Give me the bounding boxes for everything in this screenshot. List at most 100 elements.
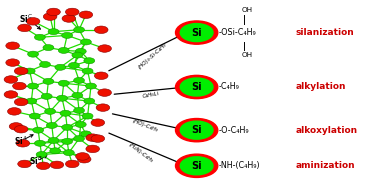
Circle shape xyxy=(16,139,30,147)
Circle shape xyxy=(43,78,54,84)
Circle shape xyxy=(84,58,95,64)
Circle shape xyxy=(74,136,85,142)
Circle shape xyxy=(18,160,31,168)
Circle shape xyxy=(40,61,51,67)
Circle shape xyxy=(96,104,110,111)
Text: alkylation: alkylation xyxy=(295,82,346,91)
Circle shape xyxy=(50,161,64,169)
Circle shape xyxy=(180,78,213,96)
Circle shape xyxy=(14,98,28,106)
Circle shape xyxy=(68,62,79,68)
Circle shape xyxy=(180,121,213,139)
Circle shape xyxy=(74,77,85,83)
Circle shape xyxy=(46,122,57,129)
Circle shape xyxy=(34,140,45,146)
Circle shape xyxy=(18,24,31,32)
Text: Si: Si xyxy=(191,125,202,135)
Circle shape xyxy=(176,119,218,142)
Text: silanization: silanization xyxy=(295,28,354,37)
Circle shape xyxy=(58,47,69,53)
Circle shape xyxy=(48,29,59,35)
Text: OH: OH xyxy=(242,52,253,58)
Circle shape xyxy=(14,125,28,133)
Circle shape xyxy=(77,156,91,163)
Circle shape xyxy=(43,13,57,20)
Circle shape xyxy=(62,138,72,144)
Text: C₄H₉Li: C₄H₉Li xyxy=(142,91,159,99)
Text: Si$^{C}$: Si$^{C}$ xyxy=(19,12,33,25)
Circle shape xyxy=(82,113,93,119)
Circle shape xyxy=(55,64,66,70)
Text: alkoxylation: alkoxylation xyxy=(295,126,358,135)
Circle shape xyxy=(60,110,71,116)
Circle shape xyxy=(176,21,218,44)
Circle shape xyxy=(86,134,100,141)
Circle shape xyxy=(43,45,54,51)
Text: Si$^{A}$: Si$^{A}$ xyxy=(14,134,27,147)
Circle shape xyxy=(75,48,86,54)
Circle shape xyxy=(37,162,50,170)
Circle shape xyxy=(57,95,67,101)
Circle shape xyxy=(50,148,61,154)
Circle shape xyxy=(72,92,83,98)
Circle shape xyxy=(76,153,89,160)
Circle shape xyxy=(8,108,21,115)
Circle shape xyxy=(86,83,97,89)
Circle shape xyxy=(75,122,86,128)
Text: aminization: aminization xyxy=(295,161,355,170)
Circle shape xyxy=(81,131,92,137)
Circle shape xyxy=(27,51,38,57)
Circle shape xyxy=(12,82,26,90)
Circle shape xyxy=(27,83,38,89)
Text: Si: Si xyxy=(191,28,202,38)
Circle shape xyxy=(63,150,74,156)
Circle shape xyxy=(176,75,218,99)
Text: -O-C₄H₉: -O-C₄H₉ xyxy=(218,126,249,135)
Circle shape xyxy=(81,39,92,45)
Circle shape xyxy=(26,98,37,104)
Text: -NH-(C₄H₉): -NH-(C₄H₉) xyxy=(218,161,260,170)
Circle shape xyxy=(82,68,93,74)
Circle shape xyxy=(34,34,45,40)
Text: Si$^{B}$: Si$^{B}$ xyxy=(29,155,42,167)
Circle shape xyxy=(33,127,44,133)
Circle shape xyxy=(26,18,40,25)
Circle shape xyxy=(94,72,108,80)
Circle shape xyxy=(180,24,213,42)
Text: Si: Si xyxy=(191,82,202,92)
Circle shape xyxy=(36,152,47,158)
Circle shape xyxy=(45,108,56,114)
Text: OH: OH xyxy=(242,7,253,13)
Text: Si: Si xyxy=(191,161,202,171)
Text: (H₂N)-C₄H₉: (H₂N)-C₄H₉ xyxy=(128,142,154,163)
Text: (HO)-C₄H₉: (HO)-C₄H₉ xyxy=(131,119,158,133)
Circle shape xyxy=(24,68,35,74)
Circle shape xyxy=(29,113,40,119)
Circle shape xyxy=(9,123,23,130)
Circle shape xyxy=(66,160,79,168)
Circle shape xyxy=(91,135,105,142)
Circle shape xyxy=(98,45,112,52)
Circle shape xyxy=(62,124,72,130)
Circle shape xyxy=(47,8,60,16)
Circle shape xyxy=(74,107,85,113)
Circle shape xyxy=(91,119,105,126)
Circle shape xyxy=(176,154,218,177)
Circle shape xyxy=(58,80,69,86)
Text: (HO)₃-Si-C₄H₉: (HO)₃-Si-C₄H₉ xyxy=(137,42,167,70)
Circle shape xyxy=(4,91,18,98)
Circle shape xyxy=(180,157,213,175)
Circle shape xyxy=(84,98,95,104)
Circle shape xyxy=(86,145,100,153)
Circle shape xyxy=(48,137,59,143)
Circle shape xyxy=(62,15,76,22)
Circle shape xyxy=(74,27,85,33)
Circle shape xyxy=(94,26,108,33)
Circle shape xyxy=(66,8,79,16)
Circle shape xyxy=(6,42,19,50)
Circle shape xyxy=(41,93,52,99)
Circle shape xyxy=(14,67,28,75)
Circle shape xyxy=(79,11,93,19)
Circle shape xyxy=(72,52,83,58)
Circle shape xyxy=(6,59,19,66)
